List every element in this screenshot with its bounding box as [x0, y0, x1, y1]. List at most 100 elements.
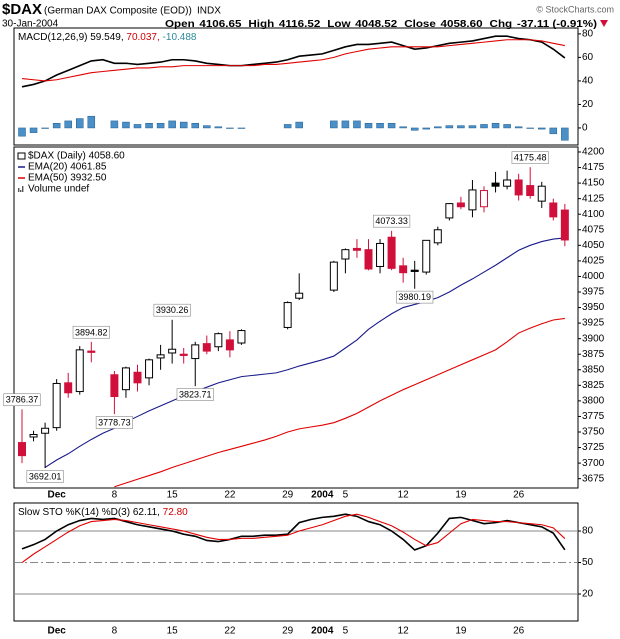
price-annotation: 3980.19 — [398, 292, 431, 302]
candle-body — [121, 367, 130, 391]
histogram-bar — [514, 126, 523, 129]
histogram-bar — [179, 121, 188, 129]
candle-body — [133, 371, 142, 384]
y-tick-label: 4075 — [582, 224, 605, 235]
annotation-box — [26, 470, 64, 483]
histogram-bar — [330, 120, 338, 129]
histogram-bar — [561, 127, 569, 141]
candle-body — [237, 330, 246, 344]
x-tick-label: 8 — [112, 490, 118, 501]
series-line — [114, 317, 565, 488]
quote-label: Low — [327, 19, 351, 30]
candle-body — [18, 442, 26, 457]
candle-body — [64, 382, 73, 394]
quote-label: Open — [165, 19, 195, 30]
quote-value: -37.11 (-0.91%) — [517, 19, 597, 30]
y-tick-label: 3900 — [582, 333, 605, 344]
candle-body — [191, 344, 200, 360]
candle-body — [456, 202, 465, 208]
x-tick-label: 22 — [224, 490, 236, 501]
y-tick-label: 4125 — [582, 193, 605, 204]
y-tick-label: 20 — [582, 99, 594, 110]
candle-body — [283, 302, 292, 328]
candle-body — [352, 247, 361, 251]
histogram-bar — [76, 118, 84, 129]
quote-value: 4048.52 — [355, 19, 398, 30]
candle-body — [110, 374, 119, 398]
price-annotation: 3786.37 — [6, 395, 39, 405]
annotation-box — [3, 393, 41, 407]
candle-body — [179, 353, 188, 356]
candle-body — [75, 349, 84, 393]
y-tick-label: 3950 — [582, 302, 605, 313]
y-tick-label: 50 — [582, 557, 594, 568]
y-tick-label: 60 — [582, 52, 594, 63]
panel-label-part: MACD(12,26,9) 59.549, — [18, 32, 124, 43]
histogram-bar — [203, 125, 211, 129]
quote-value: 4116.52 — [279, 19, 321, 30]
price-annotation: 3930.26 — [156, 305, 189, 315]
annotation-box — [511, 151, 549, 164]
candle-body — [364, 249, 373, 270]
x-tick-label: 5 — [343, 490, 349, 501]
histogram-bar — [364, 122, 373, 129]
candle-body — [549, 202, 558, 218]
histogram-bar — [110, 120, 119, 129]
down-arrow — [600, 20, 608, 27]
quote-line: Open 4106.65 High 4116.52 Low 4048.52 Close 405… — [165, 19, 597, 30]
y-tick-label: 3875 — [582, 349, 605, 360]
candle-body — [214, 333, 223, 348]
x-tick-label: 26 — [513, 626, 525, 637]
panel-frame — [13, 27, 579, 146]
x-tick-label: 19 — [455, 626, 467, 637]
y-tick-label: 3850 — [582, 364, 605, 375]
legend-entry: Volume undef — [28, 184, 89, 195]
quote-value: 4106.65 — [199, 19, 242, 30]
price-annotation: 4073.33 — [375, 216, 408, 226]
candle-body — [526, 185, 535, 197]
histogram-bar — [145, 122, 153, 129]
panel-label-part: 72.80 — [160, 507, 188, 518]
x-tick-label: 15 — [167, 490, 179, 501]
annotation-box — [153, 303, 191, 317]
candle-body — [341, 249, 350, 260]
x-tick-label: 12 — [398, 626, 410, 637]
candle-body — [468, 189, 477, 211]
histogram-bar — [387, 122, 396, 129]
y-tick-label: 4000 — [582, 271, 605, 282]
panel-frame — [13, 146, 579, 489]
candle-body — [480, 190, 488, 208]
symbol: $DAX — [2, 1, 42, 18]
panel-label: MACD(12,26,9) 59.549, 70.037, -10.488 — [18, 32, 197, 43]
price-annotation: 3823.71 — [179, 390, 212, 400]
y-tick-label: 0 — [582, 123, 588, 134]
histogram-bar — [214, 126, 223, 129]
y-tick-label: 4050 — [582, 240, 605, 251]
candle-body — [202, 343, 211, 352]
panel-label-part: 70.037, — [124, 32, 160, 43]
candle-body — [514, 179, 523, 196]
quote-label: Chg — [490, 19, 513, 30]
y-tick-label: 80 — [582, 526, 594, 537]
quote-label: Close — [404, 19, 436, 30]
candle-body — [491, 182, 500, 187]
histogram-bar — [122, 121, 130, 129]
legend-icon — [17, 152, 26, 160]
candle-body — [41, 427, 50, 434]
y-tick-label: 3800 — [582, 396, 605, 407]
histogram-bar — [353, 120, 361, 129]
x-tick-label: 29 — [282, 626, 294, 637]
y-tick-label: 4200 — [582, 147, 605, 158]
legend-icon — [20, 190, 22, 192]
x-tick-label: 2004 — [311, 626, 334, 637]
annotation-box — [373, 214, 411, 228]
histogram-bar — [283, 124, 292, 129]
candle-body — [87, 350, 96, 353]
histogram-bar — [434, 126, 442, 129]
series-line — [21, 39, 565, 82]
candle-body — [399, 265, 408, 274]
candle-body — [560, 209, 569, 241]
x-tick-label: 12 — [398, 490, 410, 501]
